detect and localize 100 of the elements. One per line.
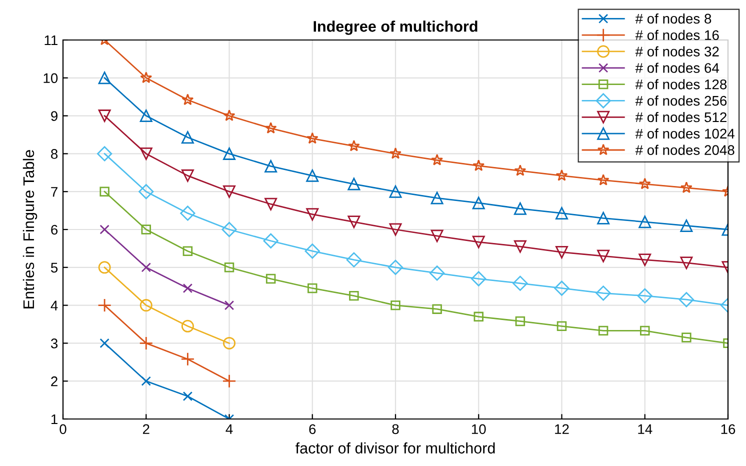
point <box>222 374 236 388</box>
point <box>100 224 110 234</box>
chart-title: Indegree of multichord <box>314 20 478 35</box>
point <box>306 169 319 182</box>
x-tick-label: 8 <box>392 424 399 434</box>
legend-label: # of nodes 128 <box>635 79 727 90</box>
point <box>472 236 485 248</box>
point <box>306 132 318 144</box>
legend-label: # of nodes 16 <box>635 30 719 40</box>
point <box>96 146 112 162</box>
point <box>223 110 236 121</box>
point <box>638 216 652 228</box>
point <box>100 186 110 196</box>
point <box>224 262 234 272</box>
point <box>98 110 111 122</box>
point <box>390 147 402 159</box>
point <box>514 202 526 215</box>
x-tick-label: 10 <box>472 424 486 434</box>
x-tick-label: 14 <box>638 424 652 434</box>
point <box>139 336 154 350</box>
point <box>181 169 194 182</box>
point <box>556 321 567 332</box>
point <box>389 185 402 198</box>
x-tick-label: 2 <box>142 424 150 434</box>
point <box>223 336 236 350</box>
point <box>596 286 611 301</box>
point <box>515 316 526 326</box>
point <box>182 283 193 294</box>
point <box>598 326 608 336</box>
legend-label: # of nodes 8 <box>635 13 712 24</box>
point <box>264 160 278 172</box>
legend-label: # of nodes 1024 <box>635 128 734 139</box>
point <box>182 391 193 402</box>
y-tick-label: 10 <box>44 73 58 84</box>
point <box>474 312 484 322</box>
point <box>640 326 650 336</box>
y-tick-label: 5 <box>50 262 58 273</box>
point <box>597 250 610 262</box>
x-axis-title: factor of divisor for multichord <box>296 442 495 454</box>
point <box>390 300 400 310</box>
point <box>182 246 193 256</box>
legend-label: # of nodes 32 <box>635 46 719 56</box>
point <box>637 288 652 304</box>
point <box>140 110 152 122</box>
point <box>682 332 692 342</box>
point <box>182 94 194 106</box>
point <box>554 280 570 296</box>
point <box>140 147 152 160</box>
legend-label: # of nodes 512 <box>635 112 726 122</box>
x-tick-label: 4 <box>226 424 233 434</box>
point <box>471 271 486 286</box>
point <box>141 262 151 272</box>
point <box>223 185 236 198</box>
point <box>224 300 234 310</box>
point <box>678 292 694 308</box>
point <box>680 256 693 270</box>
point <box>138 184 154 200</box>
point <box>472 160 485 172</box>
point <box>556 169 568 181</box>
point <box>472 196 485 210</box>
y-tick-label: 6 <box>51 224 58 235</box>
y-tick-label: 9 <box>51 111 58 121</box>
x-tick-label: 6 <box>309 424 316 434</box>
point <box>181 131 194 144</box>
point <box>223 147 236 160</box>
point <box>306 208 319 221</box>
point <box>180 206 196 221</box>
point <box>180 352 195 366</box>
legend-label: # of nodes 2048 <box>635 144 734 155</box>
point <box>266 274 276 284</box>
point <box>556 246 568 258</box>
y-tick-label: 7 <box>51 187 58 197</box>
y-tick-label: 1 <box>51 414 58 424</box>
point <box>638 178 651 190</box>
legend-label: # of nodes 256 <box>635 96 727 106</box>
point <box>556 206 568 220</box>
point <box>638 254 652 266</box>
point <box>100 338 110 348</box>
point <box>98 298 112 312</box>
y-tick-label: 3 <box>50 338 58 348</box>
point <box>680 219 693 232</box>
point <box>140 72 152 84</box>
point <box>308 283 318 294</box>
point <box>389 223 402 236</box>
point <box>264 122 277 134</box>
point <box>181 320 194 332</box>
point <box>597 174 610 186</box>
y-tick-label: 8 <box>51 149 58 159</box>
y-tick-label: 4 <box>50 300 58 310</box>
point <box>432 304 442 314</box>
point <box>141 224 151 234</box>
point <box>430 192 444 204</box>
point <box>512 276 528 291</box>
point <box>98 261 111 274</box>
point <box>141 376 151 386</box>
point <box>514 240 526 253</box>
point <box>98 72 111 84</box>
x-tick-label: 0 <box>60 424 66 434</box>
point <box>348 140 360 152</box>
point <box>348 178 360 190</box>
